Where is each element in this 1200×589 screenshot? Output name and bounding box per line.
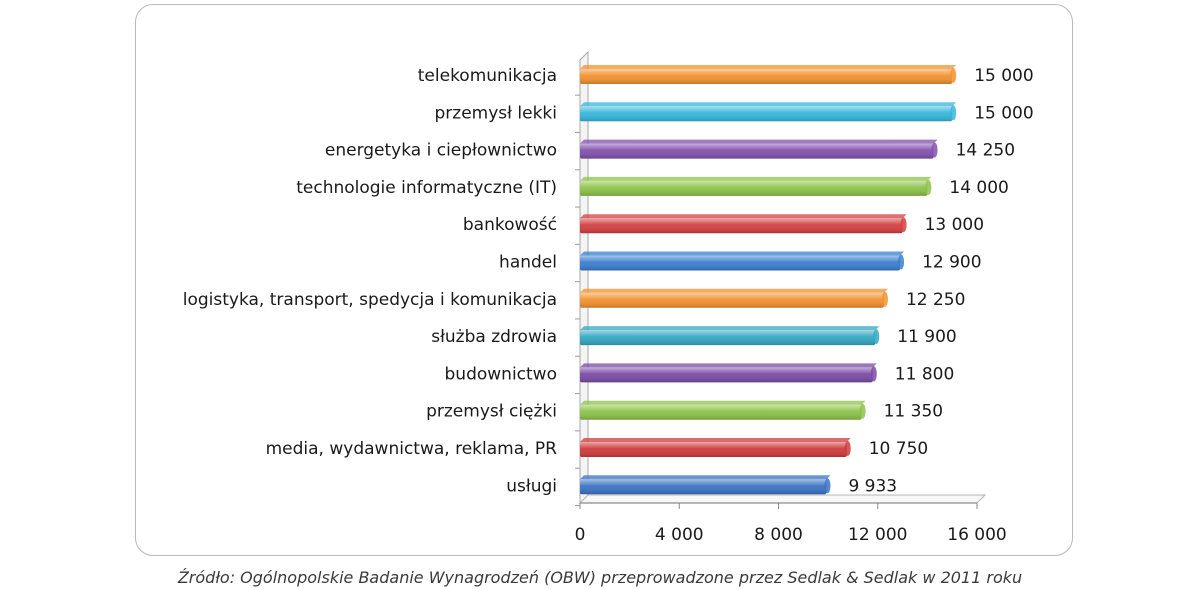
category-label: handel [499,253,557,273]
data-label: 15 000 [974,66,1033,86]
category-label: przemysł ciężki [426,402,557,422]
bar-cap [859,403,866,419]
bar-top [580,102,957,107]
data-label: 11 800 [895,364,954,384]
data-label: 10 750 [869,439,928,459]
axis-floor [578,494,987,504]
data-label: 14 250 [956,141,1015,161]
source-note: Źródło: Ogólnopolskie Badanie Wynagrodze… [177,568,1023,587]
category-label: media, wydawnictwa, reklama, PR [266,439,558,459]
x-tick-label: 0 [575,525,586,545]
bar-shine [580,330,876,346]
bar-cap [870,366,877,382]
bar-cap [881,291,888,307]
bar-top [580,214,907,219]
bar-cap [950,68,957,83]
bar-shine [580,479,827,495]
category-label: budownictwo [445,364,557,384]
axes: 0 4 000 8 000 12 000 16 000 [575,50,1007,545]
bar-top [580,176,932,181]
x-tick-label: 4 000 [655,525,704,545]
bar-cap [900,217,907,233]
bar-cap [824,478,831,494]
data-label: 14 000 [949,178,1008,198]
bar-top [580,65,957,69]
bar-shine [580,404,862,420]
bar-top [580,400,866,405]
bar-shine [580,218,903,234]
bar-cap [898,254,905,270]
bar-shine [580,255,901,271]
bar-top [580,475,831,480]
bar-shine [580,106,953,122]
bar-top [580,363,877,368]
bar-top [580,326,880,331]
bar-shine [580,69,953,84]
category-label: służba zdrowia [431,327,557,347]
bar-top [580,288,888,293]
data-label: 11 900 [897,327,956,347]
x-tick-label: 8 000 [754,525,803,545]
bar-shine [580,180,928,196]
bar-shine [580,367,873,383]
category-label: logistyka, transport, spedycja i komunik… [183,290,557,310]
bar-shine [580,143,934,159]
category-label: bankowość [463,215,557,235]
data-label: 13 000 [925,215,984,235]
chart-frame [135,4,1073,556]
bar-cap [950,105,957,121]
bar-cap [844,441,851,456]
category-label: przemysł lekki [435,103,557,123]
category-label: usługi [506,476,557,496]
category-label: telekomunikacja [418,66,557,86]
bar-top [580,139,938,144]
category-label: technologie informatyczne (IT) [296,178,557,198]
data-label: 11 350 [884,402,943,422]
category-label: energetyka i ciepłownictwo [325,141,557,161]
x-tick-label: 12 000 [848,525,907,545]
bars [580,65,957,495]
bar-cap [873,329,880,345]
bar-cap [931,142,938,158]
bar-shine [580,442,847,457]
bar-cap [925,179,932,195]
bar-top [580,251,905,256]
data-label: 12 250 [906,290,965,310]
bar-shine [580,292,884,308]
data-label: 9 933 [848,476,897,496]
labels: telekomunikacja 15 000 przemysł lekki 15 00… [183,66,1034,496]
data-label: 12 900 [922,253,981,273]
x-tick-label: 16 000 [947,525,1006,545]
bar-top [580,438,851,442]
data-label: 15 000 [974,103,1033,123]
